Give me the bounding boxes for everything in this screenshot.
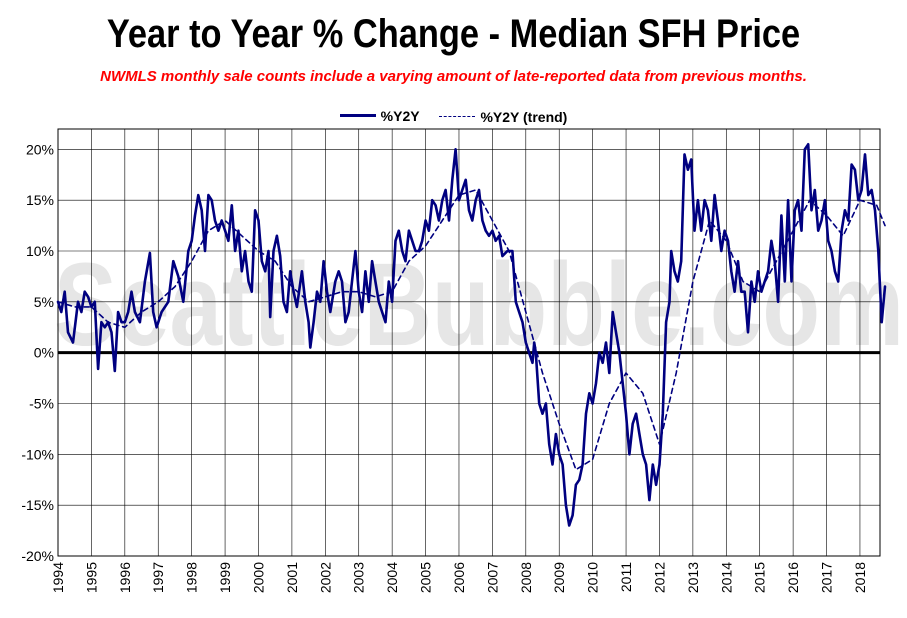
x-tick-label: 2016 — [785, 562, 801, 593]
y-tick-label: 10% — [26, 243, 54, 259]
x-tick-label: 1994 — [50, 562, 66, 593]
y-tick-label: -15% — [21, 497, 54, 513]
legend-label-y2y: %Y2Y — [380, 107, 420, 124]
x-tick-label: 1999 — [217, 562, 233, 593]
legend-item-y2y: %Y2Y — [339, 107, 420, 124]
series-line-trend — [57, 189, 886, 471]
x-tick-label: 2005 — [418, 562, 434, 593]
x-tick-label: 2007 — [484, 562, 500, 593]
chart-subtitle: NWMLS monthly sale counts include a vary… — [100, 68, 807, 85]
x-tick-label: 2018 — [852, 562, 868, 593]
x-tick-label: 2014 — [718, 562, 734, 593]
x-tick-label: 1996 — [117, 562, 133, 593]
x-tick-label: 2006 — [451, 562, 467, 593]
legend-swatch-dashed — [439, 116, 476, 117]
chart-title: Year to Year % Change - Median SFH Price — [106, 12, 801, 56]
x-tick-label: 2017 — [819, 562, 835, 593]
x-tick-label: 1995 — [83, 562, 99, 593]
legend-item-trend: %Y2Y (trend) — [439, 109, 567, 125]
x-tick-label: 1998 — [184, 562, 200, 593]
x-tick-label: 2015 — [752, 562, 768, 593]
x-tick-label: 2010 — [585, 562, 601, 593]
legend: %Y2Y %Y2Y (trend) — [0, 104, 907, 125]
y-tick-label: -20% — [21, 548, 54, 564]
x-tick-label: 2001 — [284, 562, 300, 593]
y-tick-label: -10% — [21, 446, 54, 462]
x-tick-label: 2004 — [384, 562, 400, 593]
x-tick-label: 2009 — [551, 562, 567, 593]
y-tick-label: 20% — [26, 141, 54, 157]
y-tick-label: 0% — [34, 345, 54, 361]
x-tick-label: 2008 — [518, 562, 534, 593]
x-tick-label: 2012 — [651, 562, 667, 593]
x-tick-label: 2002 — [317, 562, 333, 593]
x-tick-label: 2011 — [618, 562, 634, 592]
x-tick-label: 1997 — [150, 562, 166, 593]
y-tick-label: -5% — [29, 396, 54, 412]
y-tick-label: 5% — [34, 294, 54, 310]
x-tick-label: 2003 — [351, 562, 367, 593]
y-tick-label: 15% — [26, 192, 54, 208]
legend-swatch-solid — [339, 114, 376, 117]
legend-label-trend: %Y2Y (trend) — [480, 108, 568, 125]
x-tick-label: 2000 — [250, 562, 266, 593]
series-line-y2y — [56, 143, 887, 527]
x-tick-label: 2013 — [685, 562, 701, 593]
watermark: SeattleBubble.com — [54, 239, 904, 371]
